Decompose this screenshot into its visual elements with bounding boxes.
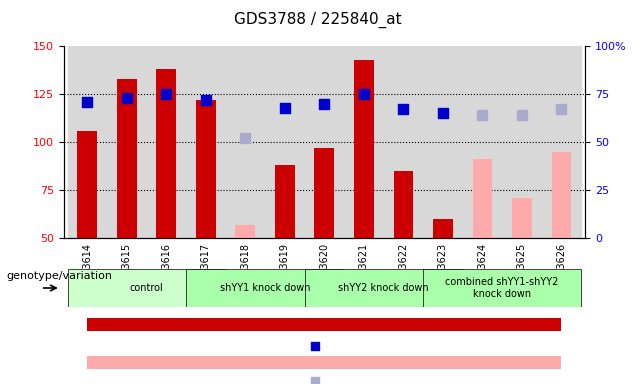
Bar (473, 159, 492, 238)
Bar (502, 46, 542, 238)
Bar (186, 46, 226, 238)
Bar (551, 152, 571, 238)
FancyBboxPatch shape (186, 269, 344, 307)
Text: combined shYY1-shYY2
knock down: combined shYY1-shYY2 knock down (445, 277, 559, 299)
Point (310, 343, 320, 349)
Bar (354, 60, 374, 238)
Text: GDS3788 / 225840_at: GDS3788 / 225840_at (234, 12, 402, 28)
Point (477, 112, 487, 118)
Point (121, 95, 132, 101)
Text: genotype/variation: genotype/variation (6, 271, 113, 281)
Text: control: control (130, 283, 163, 293)
Point (319, 101, 329, 107)
Bar (314, 148, 335, 238)
Text: shYY1 knock down: shYY1 knock down (220, 283, 310, 293)
Bar (87, 318, 562, 331)
Point (517, 112, 527, 118)
Bar (196, 100, 216, 238)
FancyBboxPatch shape (305, 269, 462, 307)
Bar (107, 46, 146, 238)
Bar (87, 356, 562, 369)
Bar (542, 46, 581, 238)
Point (201, 97, 211, 103)
Bar (78, 131, 97, 238)
Bar (394, 171, 413, 238)
Text: shYY2 knock down: shYY2 knock down (338, 283, 429, 293)
Bar (433, 219, 453, 238)
Point (280, 104, 290, 111)
Bar (384, 46, 423, 238)
Bar (423, 46, 462, 238)
Point (162, 91, 172, 97)
Bar (67, 46, 107, 238)
Bar (156, 69, 176, 238)
Bar (462, 46, 502, 238)
Point (556, 106, 567, 113)
FancyBboxPatch shape (67, 269, 226, 307)
Point (438, 110, 448, 116)
Bar (512, 198, 532, 238)
Bar (275, 165, 294, 238)
Bar (235, 225, 255, 238)
Bar (226, 46, 265, 238)
Bar (265, 46, 305, 238)
Bar (146, 46, 186, 238)
Bar (305, 46, 344, 238)
Point (398, 106, 408, 113)
FancyBboxPatch shape (423, 269, 581, 307)
Point (82, 99, 92, 105)
Bar (117, 79, 137, 238)
Point (240, 135, 251, 141)
Bar (344, 46, 384, 238)
Point (359, 91, 369, 97)
Point (310, 378, 320, 384)
